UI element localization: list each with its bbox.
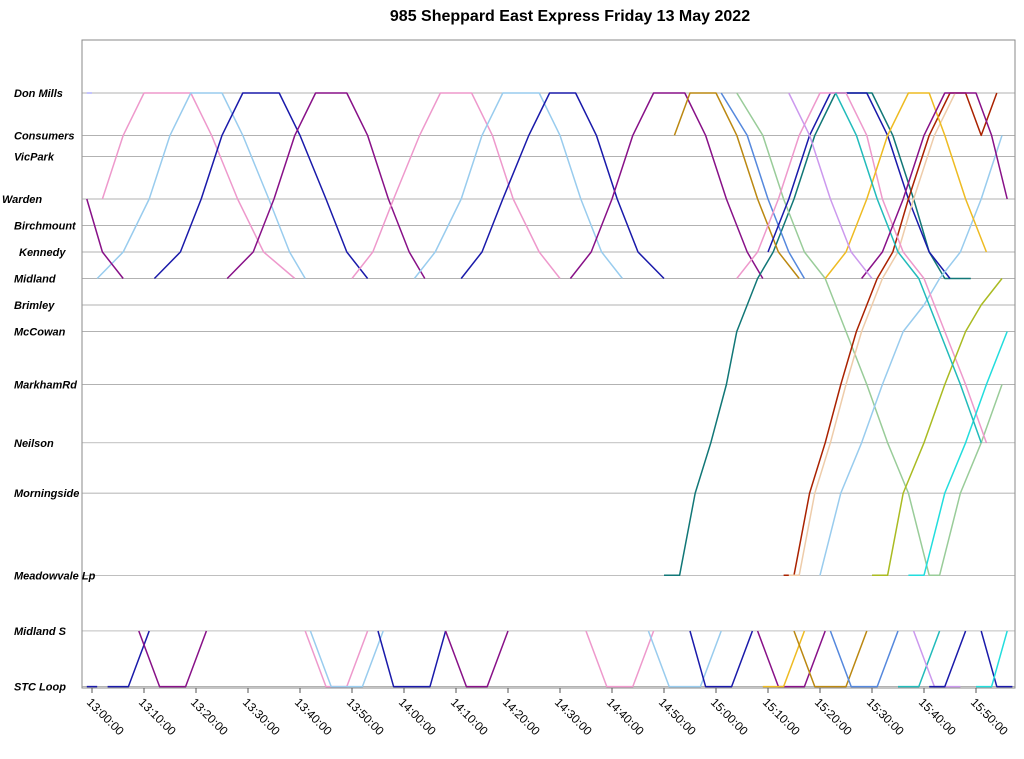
stop-label: Midland — [14, 274, 56, 286]
trip-line-26 — [107, 630, 150, 688]
x-tick-label: 15:40:00 — [916, 695, 959, 738]
trip-line-4 — [153, 92, 369, 280]
stop-label: STC Loop — [14, 682, 66, 694]
time-ticks: 13:00:00 13:10:00 13:20:00 13:30:00 13:40:00… — [84, 688, 1011, 738]
trip-line-2 — [96, 92, 306, 280]
trip-line-23 — [861, 92, 1008, 279]
x-tick-label: 13:30:00 — [240, 695, 283, 738]
stop-label: Consumers — [14, 130, 75, 142]
stop-label: Morningside — [14, 488, 79, 500]
trip-lines — [86, 92, 1013, 688]
trip-line-36 — [762, 630, 806, 688]
x-tick-label: 13:40:00 — [292, 695, 335, 738]
trip-line-31 — [444, 630, 509, 688]
stop-label: Don Mills — [14, 88, 63, 100]
trip-line-30 — [377, 630, 447, 688]
trip-line-34 — [689, 630, 754, 688]
stop-label: Brimley — [14, 300, 55, 312]
trip-line-9 — [569, 92, 764, 279]
x-tick-label: 15:00:00 — [708, 695, 751, 738]
trip-line-38 — [829, 630, 899, 688]
trip-line-41 — [929, 630, 967, 688]
stop-label: MarkhamRd — [14, 380, 77, 392]
trip-line-37 — [793, 630, 868, 688]
trip-line-12 — [720, 92, 806, 279]
trip-line-11 — [673, 92, 800, 279]
stop-label: McCowan — [14, 327, 66, 339]
x-tick-label: 14:20:00 — [500, 695, 543, 738]
x-tick-label: 13:50:00 — [344, 695, 387, 738]
trip-line-42 — [980, 630, 1013, 688]
chart-title: 985 Sheppard East Express Friday 13 May … — [389, 8, 751, 25]
trip-line-16 — [788, 92, 956, 577]
x-tick-label: 14:00:00 — [396, 695, 439, 738]
trip-line-24 — [788, 92, 873, 279]
trip-line-17 — [819, 135, 1003, 576]
trip-line-32 — [585, 630, 655, 688]
trip-line-20 — [872, 278, 1003, 577]
trip-line-22 — [834, 92, 982, 444]
x-tick-label: 15:30:00 — [864, 695, 907, 738]
x-tick-label: 13:10:00 — [136, 695, 179, 738]
stop-label: Birchmount — [14, 221, 77, 233]
trip-line-3 — [86, 198, 124, 279]
trip-line-29 — [309, 630, 384, 688]
x-tick-label: 14:30:00 — [552, 695, 595, 738]
x-tick-label: 15:10:00 — [760, 695, 803, 738]
trip-line-5 — [226, 92, 426, 280]
x-tick-label: 14:50:00 — [656, 695, 699, 738]
grid-lines — [82, 92, 1015, 687]
trip-line-35 — [756, 630, 826, 688]
trip-line-27 — [138, 630, 208, 688]
trip-line-21 — [908, 331, 1008, 577]
stop-label: Warden — [2, 194, 42, 206]
x-tick-label: 15:20:00 — [812, 695, 855, 738]
x-tick-label: 13:00:00 — [84, 695, 127, 738]
stop-label: Midland S — [14, 626, 67, 638]
x-tick-label: 14:40:00 — [604, 695, 647, 738]
trip-line-43 — [976, 630, 1008, 688]
trip-line-18 — [736, 92, 988, 444]
trip-line-10 — [664, 92, 971, 577]
trip-line-1 — [101, 92, 296, 280]
trip-line-14 — [767, 92, 951, 279]
stop-label: Neilson — [14, 438, 54, 450]
stop-label: Meadowvale Lp — [14, 570, 96, 582]
trip-line-8 — [460, 92, 665, 280]
trip-line-7 — [413, 92, 623, 279]
trip-line-13 — [736, 92, 1003, 577]
stop-labels: Don Mills Consumers VicPark Warden Birchmoun… — [2, 88, 96, 694]
trip-line-6 — [351, 92, 561, 279]
stop-label: VicPark — [14, 152, 55, 164]
stop-label: Kennedy — [19, 247, 66, 259]
x-tick-label: 15:50:00 — [968, 695, 1011, 738]
trip-line-19 — [824, 92, 988, 279]
trip-line-33 — [647, 630, 722, 688]
x-tick-label: 13:20:00 — [188, 695, 231, 738]
x-tick-label: 14:10:00 — [448, 695, 491, 738]
trip-line-39 — [898, 630, 941, 688]
